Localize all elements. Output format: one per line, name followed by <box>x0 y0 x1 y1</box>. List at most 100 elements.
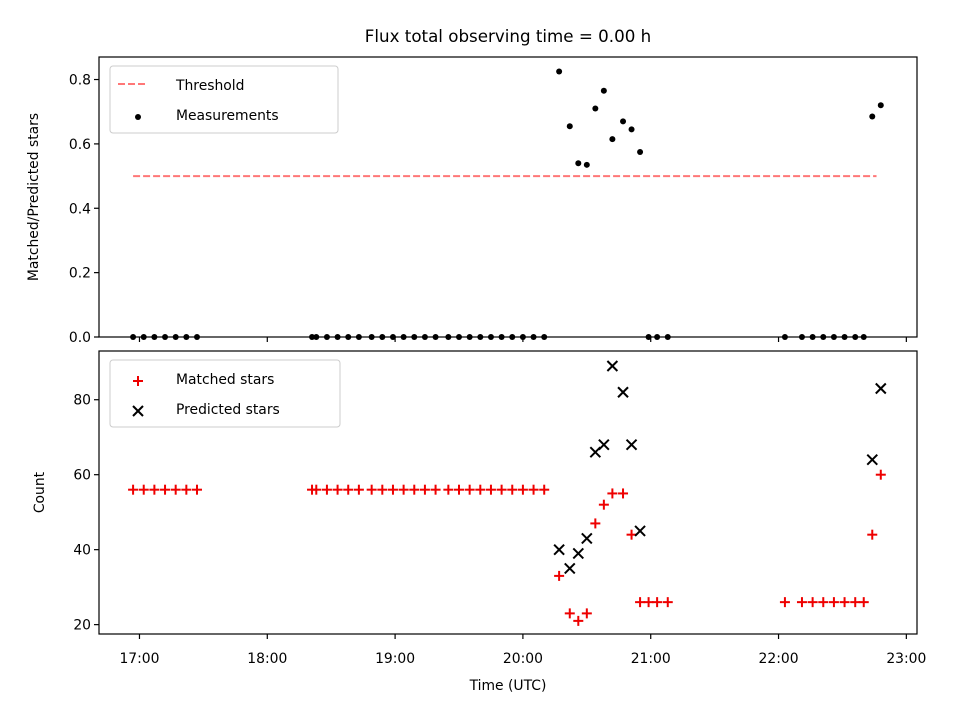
measurement-point <box>477 334 484 340</box>
matched-star-marker <box>635 597 646 608</box>
axes-frame <box>98 350 918 635</box>
measurement-point <box>556 68 563 75</box>
measurement-point <box>645 334 652 340</box>
measurement-point <box>323 334 330 340</box>
measurement-point <box>130 334 137 340</box>
x-tick-label: 21:00 <box>631 651 671 667</box>
y-tick-label: 60 <box>73 468 91 484</box>
y-tick-label: 20 <box>73 618 91 634</box>
bottom-axes: 20 40 60 80 17:00 18:00 19:00 20:00 21:00 22:00 23… <box>73 350 926 667</box>
matched-star-marker <box>779 597 790 608</box>
measurement-point <box>400 334 407 340</box>
matched-star-marker <box>564 608 575 619</box>
measurement-point <box>592 105 599 112</box>
matched-star-marker <box>573 615 584 626</box>
y-tick-label: 40 <box>73 543 91 559</box>
measurement-point <box>860 334 867 340</box>
measurement-point <box>530 334 537 340</box>
matched-star-marker <box>181 484 192 495</box>
measurement-point <box>798 334 805 340</box>
matched-star-marker <box>443 484 454 495</box>
x-tick-label: 22:00 <box>759 651 799 667</box>
measurement-point <box>830 334 837 340</box>
measurement-point <box>809 334 816 340</box>
legend-label: Threshold <box>175 78 244 94</box>
series-matched-stars <box>128 469 886 626</box>
measurement-point <box>841 334 848 340</box>
matched-star-marker <box>875 469 886 480</box>
x-axis-label: Time (UTC) <box>469 678 547 694</box>
measurement-point <box>411 334 418 340</box>
measurement-point <box>162 334 169 340</box>
y-tick-label: 0.0 <box>69 330 91 346</box>
matched-star-marker <box>128 484 139 495</box>
measurement-point <box>820 334 827 340</box>
matched-star-marker <box>398 484 409 495</box>
matched-star-marker <box>598 499 609 510</box>
measurement-point <box>379 334 386 340</box>
matched-star-marker <box>419 484 430 495</box>
matched-star-marker <box>430 484 441 495</box>
x-tick-label: 19:00 <box>375 651 415 667</box>
legend: Threshold Measurements <box>109 65 339 134</box>
matched-star-marker <box>343 484 354 495</box>
series-measurements <box>130 68 884 340</box>
predicted-star-marker <box>875 382 887 395</box>
measurement-point <box>654 334 661 340</box>
legend-dot-swatch <box>135 114 141 120</box>
measurement-point <box>183 334 190 340</box>
measurement-point <box>877 102 884 109</box>
legend-box <box>109 65 339 134</box>
matched-star-marker <box>618 488 629 499</box>
legend-item: Matched stars <box>133 372 274 388</box>
legend: Matched stars Predicted stars <box>109 359 341 428</box>
measurement-point <box>498 334 505 340</box>
matched-star-marker <box>138 484 149 495</box>
matched-star-marker <box>858 597 869 608</box>
x-tick-label: 17:00 <box>119 651 159 667</box>
measurement-point <box>355 334 362 340</box>
measurement-point <box>620 118 627 125</box>
matched-star-marker <box>409 484 420 495</box>
predicted-star-marker <box>598 439 610 451</box>
measurement-point <box>637 148 644 155</box>
measurement-point <box>519 334 526 340</box>
measurement-point <box>628 126 635 133</box>
y-tick-label: 0.2 <box>69 266 91 282</box>
matched-star-marker <box>626 529 637 540</box>
measurement-point <box>487 334 494 340</box>
matched-star-marker <box>839 597 850 608</box>
measurement-point <box>368 334 375 340</box>
matched-star-marker <box>454 484 465 495</box>
measurement-point <box>781 334 788 340</box>
legend-box <box>109 359 341 428</box>
measurement-point <box>445 334 452 340</box>
matched-star-marker <box>554 570 565 581</box>
top-axes: 0.0 0.2 0.4 0.6 0.8 Threshold Measurements <box>69 56 918 346</box>
measurement-point <box>309 334 316 340</box>
legend-label: Matched stars <box>176 372 274 388</box>
legend-x-swatch <box>132 405 144 417</box>
measurement-point <box>389 334 396 340</box>
predicted-star-marker <box>606 360 619 372</box>
bottom-y-axis-label: Count <box>32 471 48 513</box>
y-tick-label: 0.4 <box>69 201 91 217</box>
legend-label: Predicted stars <box>176 402 280 418</box>
legend-item: Threshold <box>118 78 244 94</box>
matched-star-marker <box>170 484 181 495</box>
measurement-point <box>313 334 320 340</box>
matched-star-marker <box>485 484 496 495</box>
y-tick-label: 80 <box>73 393 91 409</box>
matched-star-marker <box>850 597 861 608</box>
axes-frame <box>98 56 918 338</box>
matched-star-marker <box>191 484 202 495</box>
measurement-point <box>193 334 200 340</box>
matched-star-marker <box>464 484 475 495</box>
predicted-star-marker <box>634 525 646 537</box>
matched-star-marker <box>353 484 364 495</box>
matched-star-marker <box>818 597 829 608</box>
predicted-star-marker <box>564 562 576 575</box>
measurement-point <box>609 136 616 143</box>
chart-title: Flux total observing time = 0.00 h <box>365 26 651 46</box>
